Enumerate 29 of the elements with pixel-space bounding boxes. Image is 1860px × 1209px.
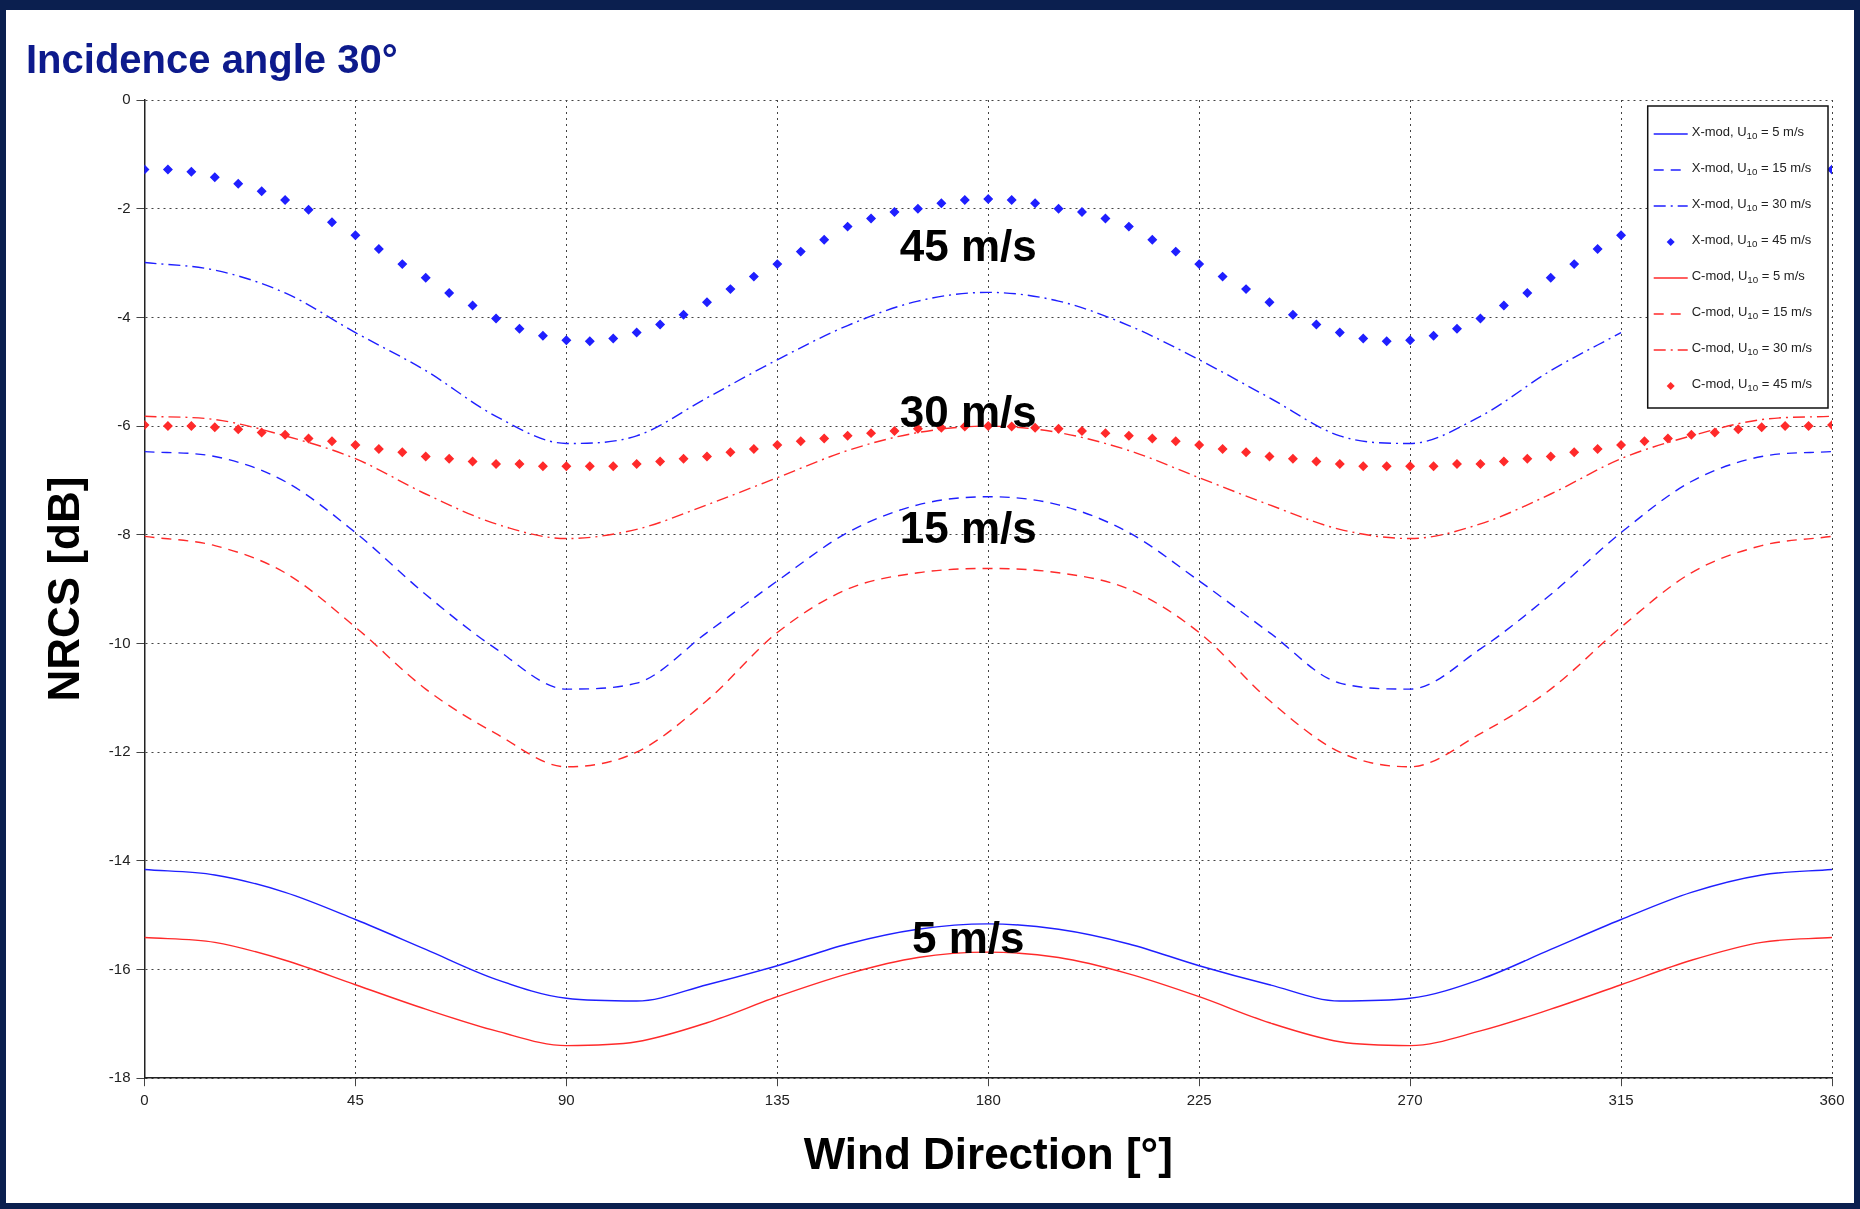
- annotation: 30 m/s: [899, 387, 1037, 437]
- y-tick-label: -8: [117, 524, 131, 542]
- y-tick-label: -2: [117, 198, 131, 216]
- line-series: [144, 261, 1622, 445]
- y-tick-label: -14: [108, 850, 131, 868]
- y-axis-title: NRCS [dB]: [38, 476, 88, 702]
- x-tick-label: 270: [1397, 1091, 1423, 1109]
- y-tick-label: -6: [117, 416, 131, 434]
- x-tick-label: 180: [975, 1091, 1001, 1109]
- y-tick-label: -18: [108, 1068, 131, 1086]
- y-tick-label: -4: [117, 307, 131, 325]
- x-tick-label: 0: [140, 1091, 149, 1109]
- x-axis-title: Wind Direction [°]: [803, 1128, 1173, 1178]
- x-tick-label: 315: [1608, 1091, 1634, 1109]
- chart-title: Incidence angle 30°: [26, 37, 398, 82]
- line-series: [144, 450, 1832, 690]
- annotation: 5 m/s: [911, 913, 1025, 963]
- line-series: [144, 868, 1832, 1002]
- annotation: 15 m/s: [899, 502, 1037, 552]
- x-tick-label: 90: [558, 1091, 575, 1109]
- x-tick-label: 360: [1819, 1091, 1845, 1109]
- x-tick-label: 135: [764, 1091, 790, 1109]
- y-tick-label: 0: [122, 90, 131, 108]
- x-tick-label: 45: [347, 1091, 364, 1109]
- x-tick-label: 225: [1186, 1091, 1212, 1109]
- y-tick-label: -16: [108, 959, 131, 977]
- annotation: 45 m/s: [899, 220, 1037, 270]
- y-tick-label: -12: [108, 742, 131, 760]
- y-tick-label: -10: [108, 633, 131, 651]
